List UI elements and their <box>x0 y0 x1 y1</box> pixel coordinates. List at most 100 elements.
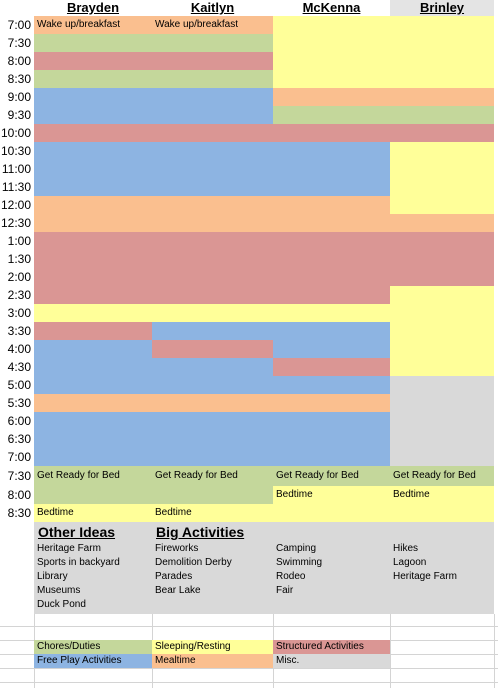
schedule-cell <box>152 358 273 376</box>
schedule-cell <box>152 486 273 504</box>
schedule-cell <box>390 178 494 196</box>
schedule-cell: Get Ready for Bed <box>152 466 273 486</box>
ideas-heading: Other Ideas <box>38 524 116 540</box>
schedule-cell <box>34 34 152 52</box>
schedule-cell <box>273 142 390 160</box>
schedule-cell <box>390 322 494 340</box>
idea-item: Rodeo <box>276 571 306 582</box>
schedule-cell: Bedtime <box>273 486 390 504</box>
schedule-cell <box>390 394 494 412</box>
schedule-cell <box>390 286 494 304</box>
schedule-cell <box>34 358 152 376</box>
schedule-cell <box>34 250 152 268</box>
schedule-cell <box>34 322 152 340</box>
ideas-background <box>34 522 494 614</box>
schedule-cell <box>152 124 273 142</box>
schedule-cell <box>152 34 273 52</box>
idea-item: Heritage Farm <box>393 571 457 582</box>
schedule-cell <box>152 448 273 466</box>
time-label: 3:30 <box>7 324 31 338</box>
idea-item: Demolition Derby <box>155 557 232 568</box>
legend-item: Mealtime <box>152 654 273 668</box>
schedule-cell <box>390 250 494 268</box>
time-label: 6:00 <box>7 414 31 428</box>
idea-item: Heritage Farm <box>37 543 101 554</box>
schedule-cell <box>34 232 152 250</box>
schedule-cell: Get Ready for Bed <box>390 466 494 486</box>
idea-item: Bear Lake <box>155 585 201 596</box>
schedule-cell <box>390 304 494 322</box>
schedule-cell: Wake up/breakfast <box>34 16 152 34</box>
schedule-cell <box>390 16 494 34</box>
schedule-cell <box>34 106 152 124</box>
time-label: 7:00 <box>7 450 31 464</box>
schedule-cell <box>152 214 273 232</box>
schedule-cell <box>390 268 494 286</box>
time-label: 5:30 <box>7 396 31 410</box>
schedule-cell <box>273 250 390 268</box>
schedule-cell <box>273 232 390 250</box>
schedule-cell <box>152 88 273 106</box>
schedule-cell <box>273 34 390 52</box>
grid-line <box>0 668 498 669</box>
schedule-cell <box>273 412 390 430</box>
schedule-cell <box>390 232 494 250</box>
schedule-cell <box>152 178 273 196</box>
schedule-cell <box>152 322 273 340</box>
schedule-cell: Get Ready for Bed <box>34 466 152 486</box>
idea-item: Fair <box>276 585 294 596</box>
schedule-cell <box>273 340 390 358</box>
schedule-cell <box>273 358 390 376</box>
schedule-cell <box>34 142 152 160</box>
schedule-cell <box>152 70 273 88</box>
idea-item: Camping <box>276 543 317 554</box>
schedule-cell <box>273 214 390 232</box>
schedule-cell <box>34 268 152 286</box>
schedule-cell <box>34 340 152 358</box>
column-header: McKenna <box>273 0 390 16</box>
schedule-cell <box>152 196 273 214</box>
schedule-cell <box>34 178 152 196</box>
schedule-cell <box>34 430 152 448</box>
schedule-cell <box>34 486 152 504</box>
schedule-cell <box>152 52 273 70</box>
schedule-cell <box>152 268 273 286</box>
grid-line <box>494 614 495 688</box>
time-label: 9:30 <box>7 108 31 122</box>
schedule-cell <box>390 70 494 88</box>
legend-item: Free Play Activities <box>34 654 152 668</box>
schedule-cell <box>152 412 273 430</box>
schedule-cell <box>34 70 152 88</box>
schedule-cell <box>390 412 494 430</box>
time-label: 11:30 <box>1 180 31 194</box>
schedule-cell <box>34 304 152 322</box>
time-label: 5:00 <box>7 378 31 392</box>
time-label: 7:30 <box>7 469 31 483</box>
schedule-cell <box>273 160 390 178</box>
schedule-cell <box>34 124 152 142</box>
time-label: 6:30 <box>7 432 31 446</box>
legend-item: Sleeping/Resting <box>152 640 273 654</box>
schedule-cell <box>390 142 494 160</box>
schedule-cell <box>152 340 273 358</box>
schedule-cell <box>152 250 273 268</box>
schedule-cell <box>273 504 390 522</box>
schedule-cell <box>152 232 273 250</box>
schedule-cell <box>273 88 390 106</box>
time-label: 2:30 <box>7 288 31 302</box>
idea-item: Duck Pond <box>37 599 86 610</box>
schedule-cell <box>34 286 152 304</box>
schedule-cell <box>152 286 273 304</box>
schedule-cell <box>273 394 390 412</box>
schedule-cell <box>390 52 494 70</box>
schedule-cell <box>34 412 152 430</box>
schedule-cell <box>273 304 390 322</box>
schedule-cell <box>273 178 390 196</box>
column-header: Brinley <box>390 0 494 16</box>
schedule-cell <box>152 430 273 448</box>
schedule-cell <box>34 376 152 394</box>
schedule-cell <box>273 196 390 214</box>
time-label: 1:30 <box>7 252 31 266</box>
schedule-cell <box>34 394 152 412</box>
